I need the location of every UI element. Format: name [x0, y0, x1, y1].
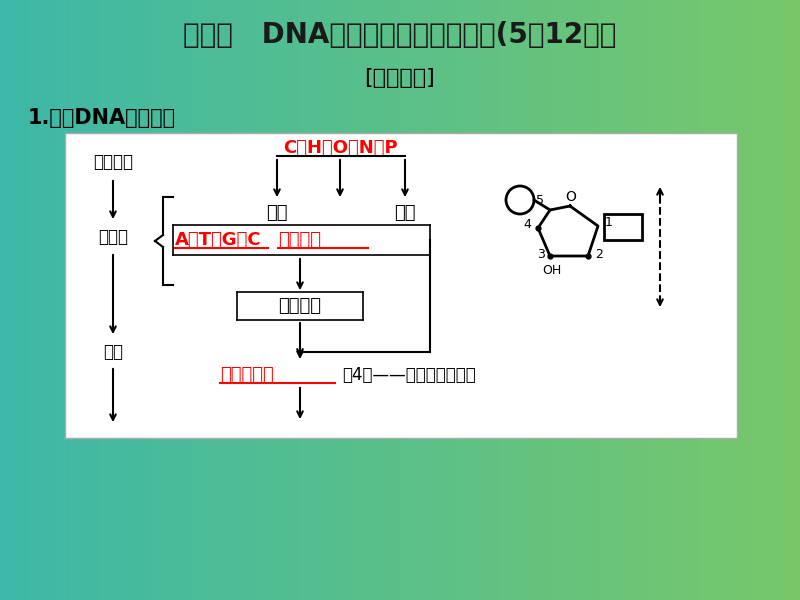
Text: 碱基: 碱基: [266, 204, 288, 222]
Bar: [65, 133, 737, 438]
Text: O: O: [566, 190, 577, 204]
Text: 元素组成: 元素组成: [93, 153, 133, 171]
Text: 脱氧核苷: 脱氧核苷: [278, 297, 322, 315]
Text: 1: 1: [605, 215, 613, 229]
Text: （4种——含氮碱基不同）: （4种——含氮碱基不同）: [342, 366, 476, 384]
Text: A、T、G、C: A、T、G、C: [175, 231, 262, 249]
Text: OH: OH: [542, 263, 562, 277]
Text: 5: 5: [536, 193, 544, 206]
Text: 考点一   DNA分子的结构及相关计算(5年12考）: 考点一 DNA分子的结构及相关计算(5年12考）: [183, 21, 617, 49]
Text: 4: 4: [523, 217, 531, 230]
Text: 磷酸: 磷酸: [394, 204, 416, 222]
Text: 脱氧核苷酸: 脱氧核苷酸: [220, 366, 274, 384]
Text: 3: 3: [537, 247, 545, 260]
Text: 脱氧核糖: 脱氧核糖: [278, 231, 321, 249]
Text: 1.图解DNA分子结构: 1.图解DNA分子结构: [28, 108, 176, 128]
Text: 单体: 单体: [103, 343, 123, 361]
Text: [自主梳理]: [自主梳理]: [365, 68, 435, 88]
Text: 2: 2: [595, 247, 603, 260]
Bar: [604, 214, 642, 240]
Text: C、H、O、N、P: C、H、O、N、P: [282, 139, 398, 157]
Text: 小分子: 小分子: [98, 228, 128, 246]
